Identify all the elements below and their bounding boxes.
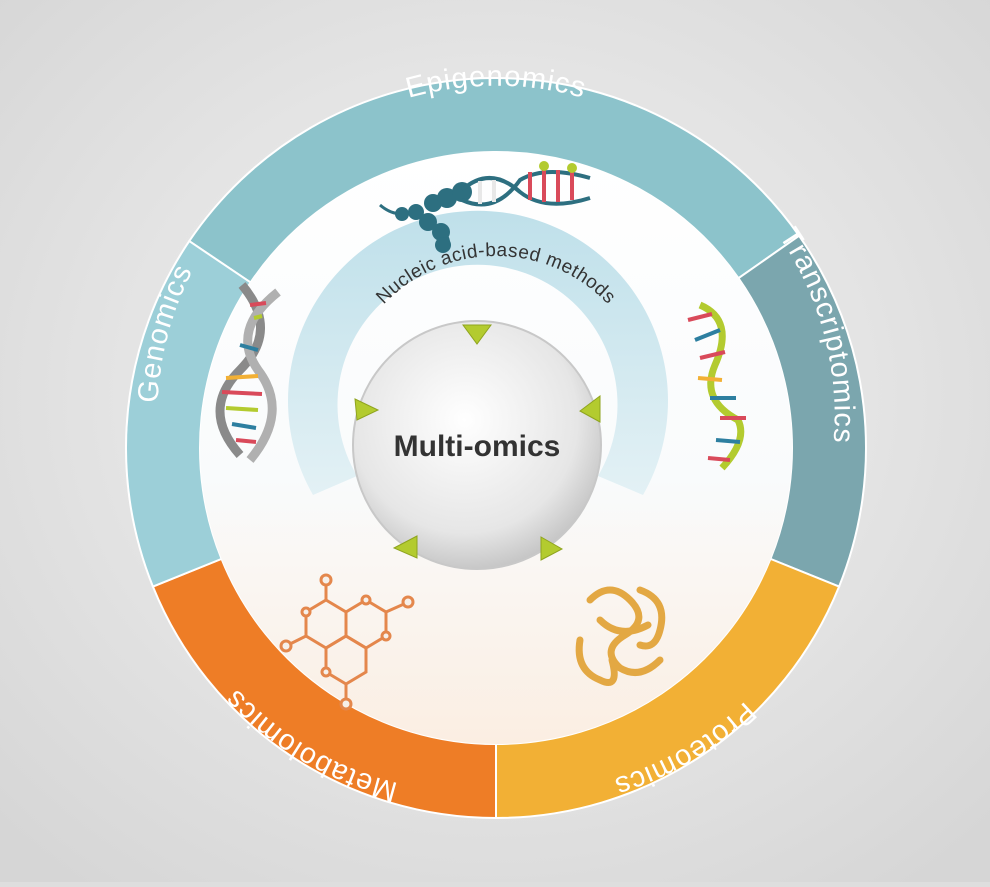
center-hub — [352, 320, 602, 570]
center-title: Multi-omics — [394, 430, 561, 463]
arrow-top-icon — [462, 324, 492, 345]
nucleic-acid-band — [288, 210, 668, 495]
hub-arrows — [354, 324, 601, 561]
chromatin-dna-icon — [379, 161, 591, 253]
protein-fold-icon — [575, 586, 666, 686]
arrow-right-icon — [579, 395, 601, 423]
arrow-left-icon — [354, 398, 380, 421]
rna-strand-icon — [687, 301, 746, 471]
molecule-icon — [279, 573, 415, 711]
arrow-bottom-right-icon — [540, 536, 564, 561]
arrow-bottom-left-icon — [392, 535, 418, 559]
dna-helix-icon — [215, 282, 281, 463]
